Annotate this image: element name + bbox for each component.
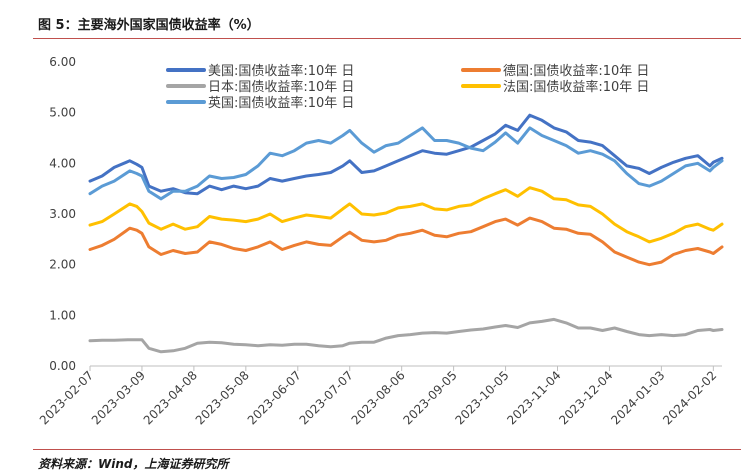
y-tick-label: 2.00 xyxy=(49,258,76,272)
legend-label: 法国:国债收益率:10年 日 xyxy=(503,79,649,95)
x-tick-label: 2023-04-08 xyxy=(141,368,200,427)
series-line-1 xyxy=(88,113,724,196)
x-tick-label: 2023-05-08 xyxy=(193,368,252,427)
series-lines xyxy=(88,113,724,354)
y-tick-label: 6.00 xyxy=(49,55,76,69)
y-tick-label: 1.00 xyxy=(49,308,76,322)
x-tick-label: 2023-02-07 xyxy=(37,368,96,427)
y-tick-label: 0.00 xyxy=(49,359,76,373)
series-line-5 xyxy=(88,126,724,201)
x-tick-label: 2023-08-06 xyxy=(349,368,408,427)
source-note: 资料来源：Wind，上海证券研究所 xyxy=(38,457,229,471)
series-line-2 xyxy=(88,216,724,267)
x-tick-label: 2023-07-07 xyxy=(297,368,356,427)
y-axis: 0.00 1.00 2.00 3.00 4.00 5.00 6.00 xyxy=(49,55,76,373)
x-tick-label: 2023-03-09 xyxy=(89,368,148,427)
legend-label: 日本:国债收益率:10年 日 xyxy=(208,79,354,95)
x-tick-label: 2023-12-04 xyxy=(556,368,615,427)
legend-label: 美国:国债收益率:10年 日 xyxy=(208,63,354,79)
x-tick-label: 2023-06-07 xyxy=(245,368,304,427)
legend: 美国:国债收益率:10年 日 德国:国债收益率:10年 日日本:国债收益率:10年… xyxy=(166,63,649,111)
legend-label: 英国:国债收益率:10年 日 xyxy=(208,95,354,111)
top-divider xyxy=(33,38,741,39)
x-tick-label: 2023-11-04 xyxy=(504,368,563,427)
bottom-divider xyxy=(33,449,741,450)
y-tick-label: 3.00 xyxy=(49,207,76,221)
x-tick-label: 2024-01-03 xyxy=(608,368,667,427)
x-axis: 2023-02-072023-03-092023-04-082023-05-08… xyxy=(37,366,719,427)
yield-line-chart: 0.001.002.003.004.005.006.00 2023-02-072… xyxy=(37,55,724,427)
series-line-3 xyxy=(88,317,724,354)
figure-title: 图 5：主要海外国家国债收益率（%） xyxy=(38,18,260,33)
y-tick-label: 5.00 xyxy=(49,106,76,120)
legend-label: 德国:国债收益率:10年 日 xyxy=(503,63,649,79)
x-tick-label: 2023-10-05 xyxy=(452,368,511,427)
x-tick-label: 2024-02-02 xyxy=(660,368,719,427)
series-line-4 xyxy=(88,186,724,244)
x-tick-label: 2023-09-05 xyxy=(401,368,460,427)
y-tick-label: 4.00 xyxy=(49,156,76,170)
